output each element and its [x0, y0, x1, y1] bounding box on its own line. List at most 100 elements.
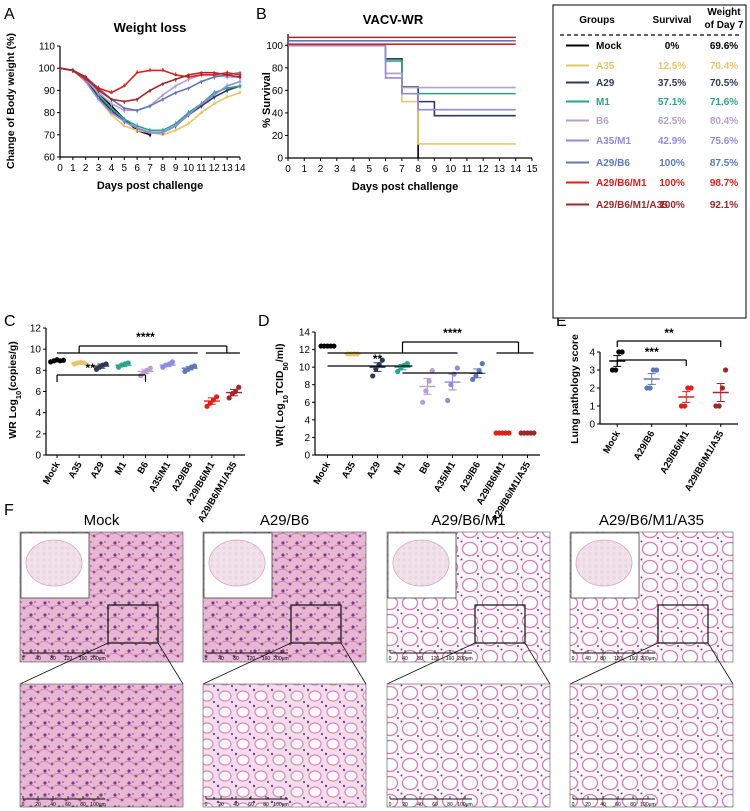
data-point — [212, 71, 216, 74]
data-point — [135, 126, 139, 130]
scale-label: 0 — [205, 656, 208, 662]
data-point — [722, 367, 729, 373]
thumbnail-lung-section — [208, 539, 266, 587]
survival-table: Groups Survival Weight of Day 7 Mock 0% 69.6% A… — [552, 4, 747, 319]
data-point — [225, 73, 229, 77]
x-tick-label: 3 — [334, 164, 340, 175]
x-tick-label: A29 — [365, 460, 383, 481]
scale-label: 200μm — [273, 656, 288, 662]
x-tick-label: 15 — [526, 164, 538, 175]
data-point — [161, 93, 165, 97]
x-tick-label: Mock — [311, 459, 333, 486]
data-point — [370, 373, 376, 379]
y-axis-label: % Survival — [261, 72, 273, 128]
x-tick-label: A35/M1 — [432, 459, 459, 494]
table-cell-weight: 80.4% — [710, 116, 738, 127]
scale-label: 60 — [432, 802, 438, 808]
x-tick-label: 9 — [432, 164, 438, 175]
data-point — [236, 384, 242, 390]
scale-label: 0 — [205, 802, 208, 808]
table-cell-group: A29/B6/M1/A35 — [596, 200, 668, 211]
data-point — [204, 403, 210, 409]
x-tick-label: 7 — [399, 164, 405, 175]
y-tick-label: 10 — [299, 363, 311, 374]
sig-label: *** — [645, 345, 659, 359]
data-point — [161, 82, 165, 86]
data-point — [212, 75, 216, 79]
zoom-line-left — [202, 642, 292, 685]
data-point — [238, 75, 242, 79]
y-tick-label: 0 — [589, 420, 595, 431]
table-cell-group: B6 — [596, 116, 609, 127]
zoom-line-right — [340, 642, 367, 685]
y-axis-label: Change of Body weight (%) — [5, 33, 17, 169]
data-point — [161, 131, 165, 134]
y-axis-label: WR( Log10TCID50/ml) — [274, 343, 290, 446]
chart-title: VACV-WR — [363, 12, 424, 27]
data-point — [187, 113, 190, 117]
y-tick-label: 6 — [35, 387, 41, 398]
table-header-weight: Weight — [707, 7, 741, 18]
y-tick-label: 14 — [299, 328, 311, 339]
data-point — [122, 120, 126, 123]
table-cell-survival: 37.5% — [658, 78, 686, 89]
scale-label: 80 — [50, 656, 56, 662]
y-tick-label: 40 — [272, 108, 284, 119]
table-cell-weight: 98.7% — [710, 178, 738, 189]
data-point — [148, 131, 152, 134]
zoom-line-right — [157, 642, 184, 685]
data-point — [238, 84, 242, 88]
histology-image-zoom — [19, 683, 184, 808]
zoom-line-left — [19, 642, 109, 685]
x-tick-label: 8 — [415, 164, 421, 175]
y-tick-label: 90 — [44, 86, 56, 97]
scale-label: 40 — [402, 656, 408, 662]
y-tick-label: 4 — [589, 348, 595, 359]
scale-label: 120 — [247, 656, 256, 662]
x-tick-label: 10 — [183, 163, 195, 174]
histology-title: A29/B6/M1 — [431, 512, 505, 529]
x-tick-label: 13 — [222, 163, 234, 174]
survival-line — [288, 44, 419, 158]
data-point — [148, 69, 152, 72]
sig-label: ** — [86, 361, 96, 375]
y-tick-label: 4 — [304, 415, 310, 426]
zoom-line-left — [386, 642, 476, 685]
table-cell-group: M1 — [596, 97, 610, 108]
x-tick-label: A29/B6 — [632, 429, 658, 462]
data-point — [174, 124, 178, 128]
data-point — [84, 75, 88, 79]
data-point — [138, 373, 144, 379]
data-point — [110, 113, 113, 117]
data-point — [191, 363, 198, 369]
sig-label: ** — [664, 326, 674, 340]
scale-label: 40 — [50, 802, 56, 808]
scale-label: 0 — [389, 802, 392, 808]
x-tick-label: 1 — [301, 164, 307, 175]
data-point — [238, 80, 242, 83]
x-tick-label: 12 — [478, 164, 490, 175]
sig-label: ** — [373, 352, 383, 366]
x-tick-label: A35 — [67, 459, 86, 480]
histology-image-zoom — [202, 683, 367, 808]
scale-label: 0 — [22, 802, 25, 808]
scale-label: 40 — [233, 802, 239, 808]
table-cell-weight: 92.1% — [710, 200, 738, 211]
zoom-box — [107, 604, 159, 644]
scale-label: 60 — [65, 802, 71, 808]
data-point — [122, 84, 126, 88]
data-point — [174, 129, 178, 132]
x-tick-label: 0 — [57, 163, 63, 174]
table-cell-survival: 42.9% — [658, 136, 686, 147]
scale-label: 120 — [614, 656, 623, 662]
x-tick-label: Mock — [41, 459, 63, 486]
data-point — [212, 102, 216, 106]
sig-label: **** — [443, 326, 462, 340]
data-point — [200, 71, 203, 74]
data-point — [110, 91, 113, 94]
x-tick-label: 7 — [147, 163, 153, 174]
